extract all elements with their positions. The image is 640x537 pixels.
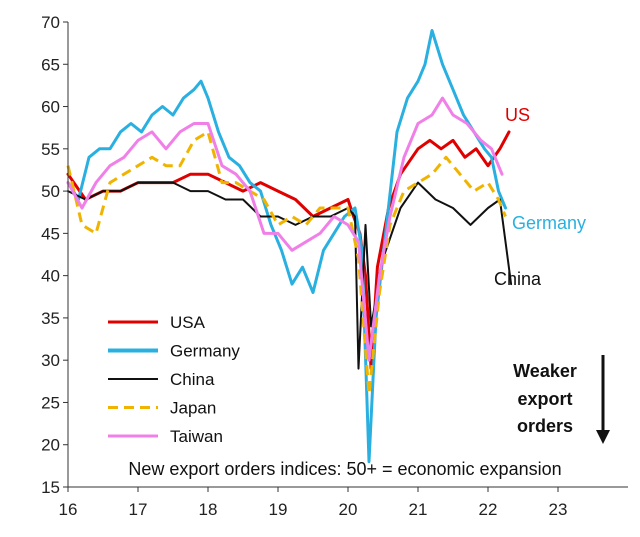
y-tick-label: 20	[41, 436, 60, 455]
series-line-germany	[66, 29, 507, 464]
legend-label-china: China	[170, 370, 215, 389]
x-tick-label: 16	[59, 500, 78, 519]
weaker-label-line-2: export	[517, 389, 572, 409]
y-tick-label: 45	[41, 224, 60, 243]
legend: USA Germany China Japan Taiwan	[108, 313, 240, 446]
series-line-taiwan	[66, 96, 504, 362]
legend-label-japan: Japan	[170, 399, 216, 418]
y-axis-ticks: 15 20 25 30 35 40 45 50 55 60 65 70	[41, 13, 68, 497]
y-tick-label: 60	[41, 98, 60, 117]
end-label-germany: Germany	[512, 213, 586, 233]
y-tick-label: 30	[41, 351, 60, 370]
x-tick-label: 19	[269, 500, 288, 519]
x-axis-ticks: 16 17 18 19 20 21 22 23	[59, 487, 568, 519]
end-label-us: US	[505, 105, 530, 125]
y-tick-label: 50	[41, 182, 60, 201]
y-tick-label: 65	[41, 55, 60, 74]
series-end-labels: US Germany China	[494, 105, 586, 289]
y-tick-label: 25	[41, 393, 60, 412]
x-tick-label: 20	[339, 500, 358, 519]
end-label-china: China	[494, 269, 542, 289]
down-arrow-icon	[596, 430, 610, 444]
weaker-export-orders-annotation: Weaker export orders	[513, 355, 610, 444]
x-tick-label: 18	[199, 500, 218, 519]
chart-note: New export orders indices: 50+ = economi…	[128, 459, 561, 479]
legend-label-usa: USA	[170, 313, 206, 332]
x-tick-label: 22	[479, 500, 498, 519]
y-tick-label: 55	[41, 140, 60, 159]
weaker-label-line-1: Weaker	[513, 361, 577, 381]
legend-label-taiwan: Taiwan	[170, 427, 223, 446]
series-layer	[66, 29, 513, 464]
y-tick-label: 70	[41, 13, 60, 32]
series-line-japan	[66, 130, 507, 396]
x-tick-label: 23	[549, 500, 568, 519]
weaker-label-line-3: orders	[517, 416, 573, 436]
x-tick-label: 21	[409, 500, 428, 519]
y-tick-label: 15	[41, 478, 60, 497]
legend-label-germany: Germany	[170, 342, 240, 361]
y-tick-label: 35	[41, 309, 60, 328]
x-tick-label: 17	[129, 500, 148, 519]
series-line-china	[67, 181, 513, 370]
y-tick-label: 40	[41, 267, 60, 286]
